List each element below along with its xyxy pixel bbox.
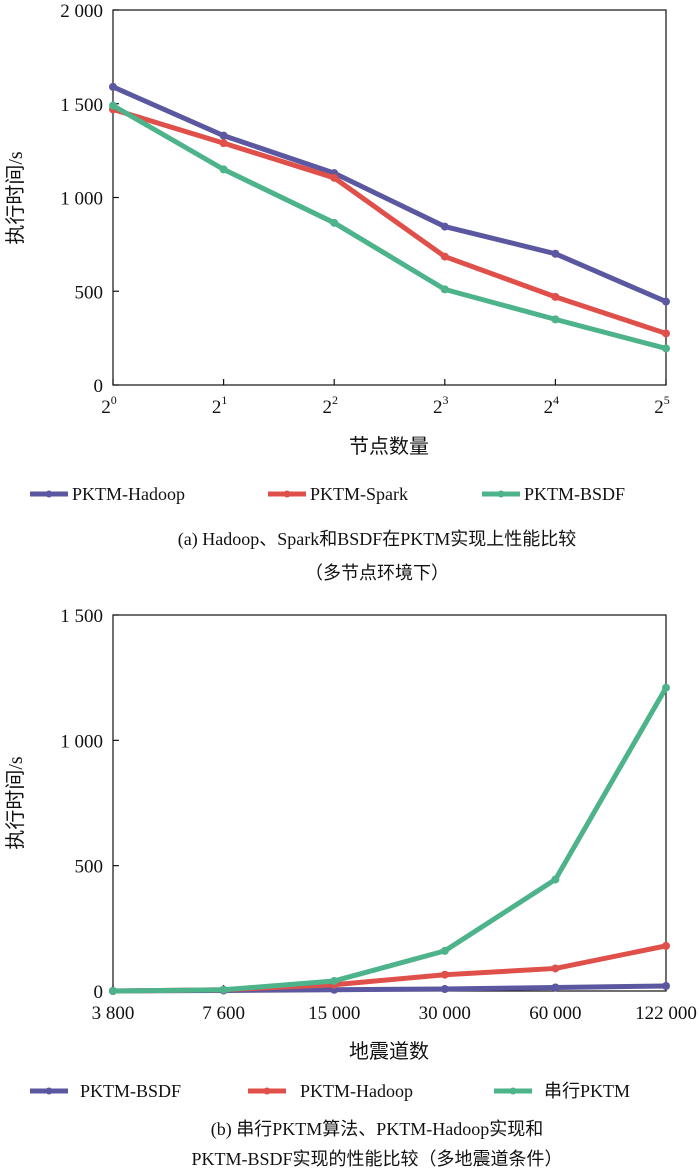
data-point [662, 683, 670, 692]
chart-a-y-axis-label: 执行时间/s [4, 151, 27, 245]
legend-label: PKTM-Hadoop [300, 1081, 413, 1101]
data-point [440, 285, 449, 294]
data-point [219, 985, 228, 994]
x-tick-label: 25 [654, 393, 670, 418]
data-point [219, 165, 228, 174]
data-point [330, 976, 339, 985]
series-line [110, 106, 669, 336]
legend-label: PKTM-Spark [310, 484, 408, 504]
chart-b: 0 500 1 000 1 500 3 800 7 600 15 000 30 000 60 … [4, 606, 697, 1169]
legend-item-pktm-bsdf: PKTM-BSDF [482, 484, 625, 504]
legend-item-pktm-spark: PKTM-Spark [268, 484, 408, 504]
y-tick-label: 500 [75, 857, 104, 878]
chart-b-x-axis-label: 地震道数 [349, 1040, 429, 1063]
x-tick-label: 30 000 [419, 1003, 471, 1024]
data-point [440, 984, 449, 993]
chart-b-caption-line-1: (b) 串行PKTM算法、PKTM-Hadoop实现和 [211, 1119, 544, 1140]
data-point [551, 292, 560, 301]
legend-label: PKTM-BSDF [524, 484, 625, 504]
data-point [662, 329, 670, 338]
y-tick-label: 500 [75, 282, 104, 303]
data-point [219, 139, 228, 148]
legend-marker [263, 1087, 271, 1095]
data-point [109, 987, 117, 995]
data-point [662, 297, 670, 306]
y-tick-label: 2 000 [60, 1, 103, 22]
data-point [551, 964, 560, 973]
data-point [219, 131, 228, 140]
data-point [551, 249, 560, 258]
chart-b-caption-line-2: PKTM-BSDF实现的性能比较（多地震道条件） [191, 1149, 562, 1169]
legend-marker [45, 490, 53, 498]
series-line [110, 685, 669, 994]
data-point [551, 315, 560, 324]
y-tick-label: 0 [94, 982, 104, 1003]
legend-marker [497, 490, 505, 498]
data-point [662, 344, 670, 353]
data-point [440, 970, 449, 979]
x-tick-label: 21 [212, 393, 228, 418]
data-point [440, 946, 449, 955]
data-point [440, 222, 449, 231]
series-pktm-hadoop [109, 82, 670, 306]
chart-b-plot-frame [112, 614, 667, 992]
legend-label: PKTM-Hadoop [72, 484, 185, 504]
data-point [109, 82, 117, 91]
y-tick-label: 1 000 [60, 189, 103, 210]
series-pktm [109, 683, 670, 995]
chart-b-y-axis-label: 执行时间/s [4, 756, 27, 850]
legend-item-pktm-bsdf: PKTM-BSDF [30, 1081, 181, 1101]
chart-b-legend: PKTM-BSDF PKTM-Hadoop 串行PKTM [30, 1081, 630, 1101]
chart-a-caption-line-1: (a) Hadoop、Spark和BSDF在PKTM实现上性能比较 [178, 529, 577, 550]
x-tick-label: 3 800 [92, 1003, 135, 1024]
legend-marker [45, 1087, 53, 1095]
data-point [662, 981, 670, 990]
data-point [109, 101, 117, 110]
series-line [110, 103, 669, 351]
legend-label: PKTM-BSDF [80, 1081, 181, 1101]
data-point [662, 941, 670, 950]
series-pktm-bsdf [109, 101, 670, 353]
series-line [110, 84, 669, 305]
x-tick-label: 7 600 [202, 1003, 245, 1024]
data-point [330, 173, 339, 182]
y-tick-label: 1 500 [60, 606, 103, 627]
x-tick-label: 122 000 [635, 1003, 697, 1024]
legend-item-pktm-hadoop: PKTM-Hadoop [30, 484, 185, 504]
legend-item-serial-pktm: 串行PKTM [494, 1081, 630, 1101]
chart-a-x-axis-label: 节点数量 [349, 435, 429, 458]
legend-item-pktm-hadoop: PKTM-Hadoop [248, 1081, 413, 1101]
data-point [551, 983, 560, 992]
x-tick-label: 22 [322, 393, 338, 418]
chart-a-caption-line-2: （多节点环境下） [305, 563, 449, 583]
series-pktm-spark [109, 105, 670, 338]
y-tick-label: 1 500 [60, 95, 103, 116]
x-tick-label: 20 [101, 393, 117, 418]
data-point [330, 218, 339, 227]
x-tick-label: 15 000 [308, 1003, 360, 1024]
x-tick-label: 23 [433, 393, 449, 418]
data-point [551, 875, 560, 884]
legend-label: 串行PKTM [544, 1081, 630, 1101]
chart-a-legend: PKTM-Hadoop PKTM-Spark PKTM-BSDF [30, 484, 625, 504]
legend-marker [283, 490, 291, 498]
data-point [440, 252, 449, 261]
x-tick-label: 24 [544, 393, 560, 418]
legend-marker [509, 1087, 517, 1095]
y-tick-label: 1 000 [60, 731, 103, 752]
y-tick-label: 0 [94, 376, 104, 397]
x-tick-label: 60 000 [529, 1003, 581, 1024]
